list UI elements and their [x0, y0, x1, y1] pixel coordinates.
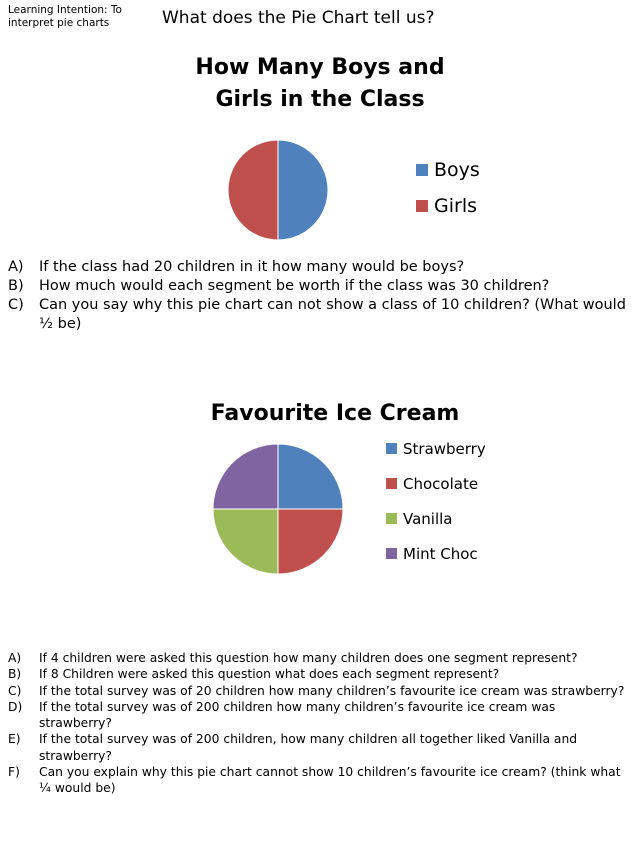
legend-label: Strawberry [403, 439, 486, 458]
pie-chart-boys-girls [227, 139, 329, 241]
page-title: What does the Pie Chart tell us? [162, 8, 435, 28]
boys-girls-slice-girls [227, 139, 279, 241]
ice-cream-legend-item-vanilla: Vanilla [386, 501, 486, 536]
question-item: A) If the class had 20 children in it how… [8, 258, 628, 277]
question-item: F) Can you explain why this pie chart can… [8, 764, 632, 797]
question-text: If the class had 20 children in it how m… [39, 259, 465, 275]
question-text: Can you explain why this pie chart canno… [39, 765, 621, 796]
legend-swatch [386, 548, 397, 559]
question-item: C) Can you say why this pie chart can not… [8, 296, 628, 334]
question-letter: A) [8, 651, 22, 665]
ice-cream-slice-mint-choc [212, 443, 279, 510]
legend-label: Chocolate [403, 474, 479, 493]
ice-cream-slice-strawberry [277, 443, 344, 510]
question-text: If the total survey was of 20 children h… [39, 683, 625, 698]
legend-swatch [386, 443, 397, 454]
chart-title-boys-girls: How Many Boys and Girls in the Class [195, 55, 445, 112]
learning-intention: Learning Intention: To interpret pie cha… [8, 4, 122, 29]
boys-girls-legend-item-girls: Girls [416, 188, 480, 224]
question-letter: B) [8, 667, 22, 682]
question-letter: B) [8, 278, 24, 294]
question-item: B) How much would each segment be worth i… [8, 277, 628, 296]
question-text: If the total survey was of 200 children,… [39, 732, 578, 763]
question-letter: E) [8, 732, 21, 747]
chart-title-ice-cream: Favourite Ice Cream [210, 401, 460, 426]
questions-ice-cream: A) If 4 children were asked this question… [8, 650, 632, 797]
ice-cream-slice-vanilla [212, 508, 279, 575]
legend-swatch [416, 164, 428, 176]
question-item: B) If 8 Children were asked this question… [8, 666, 632, 682]
legend-boys-girls: Boys Girls [416, 152, 480, 224]
ice-cream-legend-item-chocolate: Chocolate [386, 466, 486, 501]
legend-label: Vanilla [403, 509, 453, 528]
question-letter: A) [8, 259, 24, 275]
legend-label: Mint Choc [403, 544, 478, 563]
legend-swatch [416, 200, 428, 212]
question-text: If 8 Children were asked this question w… [39, 667, 500, 682]
legend-swatch [386, 478, 397, 489]
legend-swatch [386, 513, 397, 524]
boys-girls-legend-item-boys: Boys [416, 152, 480, 188]
legend-label: Boys [434, 159, 480, 181]
question-letter: F) [8, 765, 20, 780]
question-text: If the total survey was of 200 children … [39, 699, 556, 731]
question-item: E) If the total survey was of 200 childre… [8, 731, 632, 764]
question-text: If 4 children were asked this question h… [39, 651, 578, 665]
question-text: Can you say why this pie chart can not s… [39, 297, 626, 332]
question-text: How much would each segment be worth if … [39, 278, 550, 294]
legend-ice-cream: Strawberry Chocolate Vanilla Mint Choc [386, 431, 486, 571]
pie-chart-ice-cream [212, 443, 344, 575]
ice-cream-legend-item-strawberry: Strawberry [386, 431, 486, 466]
question-letter: D) [8, 699, 23, 714]
question-letter: C) [8, 297, 24, 313]
questions-boys-girls: A) If the class had 20 children in it how… [8, 258, 628, 334]
question-item: A) If 4 children were asked this question… [8, 650, 632, 666]
question-item: D) If the total survey was of 200 childre… [8, 699, 632, 732]
boys-girls-slice-boys [277, 139, 329, 241]
legend-label: Girls [434, 195, 477, 217]
ice-cream-legend-item-mint-choc: Mint Choc [386, 536, 486, 571]
question-item: C) If the total survey was of 20 children… [8, 683, 632, 699]
ice-cream-slice-chocolate [277, 508, 344, 575]
question-letter: C) [8, 683, 22, 698]
